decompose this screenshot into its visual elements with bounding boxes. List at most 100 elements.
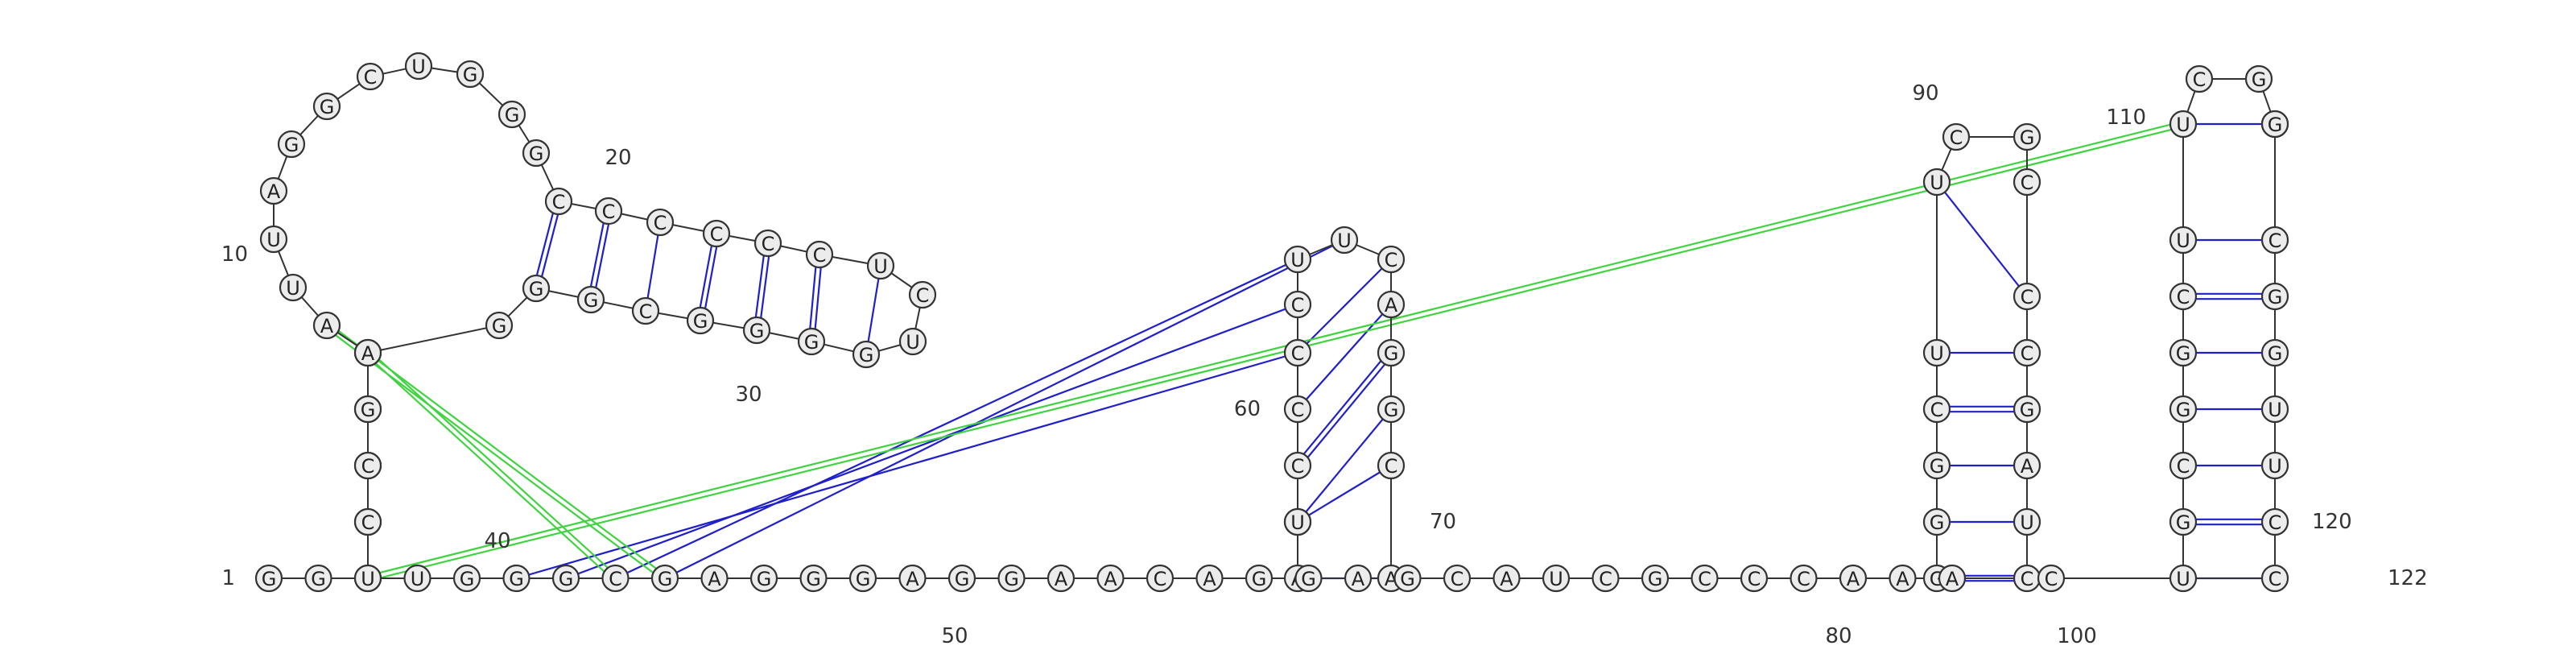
- nucleotide-letter: G: [2268, 342, 2283, 365]
- nucleotide-119: U: [2260, 451, 2289, 480]
- nucleotide-letter: G: [2176, 399, 2191, 421]
- nucleotide-1: G: [254, 564, 283, 593]
- nucleotide-23: C: [753, 229, 782, 258]
- nucleotide-letter: U: [1337, 230, 1352, 252]
- nucleotide-circle: [2037, 564, 2066, 593]
- nucleotide-letter: A: [708, 568, 721, 590]
- nucleotide-letter: A: [1847, 568, 1860, 590]
- nucleotide-letter: C: [1154, 568, 1167, 590]
- nucleotide-letter: C: [1291, 455, 1305, 478]
- base-pair: [538, 201, 563, 290]
- nucleotide-circle: [279, 273, 308, 302]
- nucleotide-circle: [631, 296, 660, 325]
- nucleotide-circle: [2013, 395, 2041, 424]
- nucleotide-circle: [1492, 564, 1521, 593]
- nucleotide-81: G: [1641, 564, 1670, 593]
- nucleotide-circle: [522, 274, 551, 303]
- nucleotide-circle: [1046, 564, 1075, 593]
- base-pair: [644, 221, 662, 312]
- nucleotide-87: C: [1922, 395, 1951, 424]
- nucleotide-76: G: [1393, 564, 1422, 593]
- nucleotide-letter: A: [1352, 568, 1365, 590]
- nucleotide-54: A: [1046, 564, 1075, 593]
- nucleotide-letter: G: [584, 289, 599, 312]
- nucleotide-10: U: [259, 225, 288, 254]
- nucleotide-38: C: [353, 451, 382, 480]
- long-range-pair: [664, 239, 1345, 579]
- nucleotide-circle: [312, 92, 341, 121]
- nucleotide-circle: [353, 507, 382, 536]
- nucleotide-circle: [997, 564, 1026, 593]
- nucleotide-circle: [749, 564, 778, 593]
- nucleotide-75: A: [1344, 564, 1373, 593]
- nucleotide-100: A: [1839, 564, 1868, 593]
- nucleotide-letter: C: [1950, 126, 1963, 149]
- nucleotide-15: U: [404, 52, 433, 81]
- nucleotide-circle: [356, 62, 385, 91]
- nucleotide-39: C: [353, 507, 382, 536]
- base-pair: [1294, 350, 1390, 465]
- nucleotide-letter: C: [1291, 342, 1305, 365]
- nucleotide-circle: [702, 219, 731, 248]
- nucleotide-47: A: [700, 564, 729, 593]
- nucleotide-letter: C: [2193, 68, 2207, 91]
- nucleotide-circle: [1377, 245, 1406, 274]
- position-label-122: 122: [2388, 566, 2428, 590]
- nucleotide-circle: [866, 251, 895, 280]
- nucleotide-letter: U: [361, 568, 375, 590]
- nucleotide-letter: G: [559, 568, 574, 590]
- nucleotide-letter: G: [2176, 342, 2191, 365]
- pseudoknot-pair: [368, 126, 2185, 582]
- nucleotide-11: A: [259, 176, 288, 205]
- position-label-90: 90: [1912, 81, 1938, 106]
- nucleotide-letter: G: [859, 344, 874, 366]
- nucleotide-36: A: [353, 338, 382, 367]
- nucleotide-90: C: [1942, 122, 1971, 151]
- nucleotide-circle: [2013, 451, 2041, 480]
- nucleotide-letter: C: [2268, 230, 2282, 252]
- nucleotide-letter: C: [1748, 568, 1761, 590]
- nucleotide-59: U: [1283, 507, 1312, 536]
- nucleotide-51: A: [898, 564, 927, 593]
- nucleotide-117: G: [2260, 338, 2289, 367]
- nucleotide-circle: [2169, 338, 2198, 367]
- nucleotide-70: C: [1377, 451, 1406, 480]
- nucleotide-letter: G: [284, 134, 299, 156]
- nucleotide-121: C: [2260, 564, 2289, 593]
- nucleotide-letter: G: [505, 104, 520, 126]
- nucleotide-31: G: [686, 306, 715, 335]
- nucleotide-letter: G: [955, 568, 970, 590]
- nucleotide-letter: C: [762, 233, 775, 255]
- base-pair: [532, 200, 557, 288]
- nucleotide-circle: [277, 130, 306, 159]
- nucleotide-101: A: [1889, 564, 1917, 593]
- nucleotide-43: G: [502, 564, 530, 593]
- nucleotide-letter: C: [2021, 286, 2034, 308]
- nucleotide-circle: [805, 240, 834, 269]
- nucleotide-letter: G: [749, 320, 765, 342]
- nucleotide-circle: [1942, 122, 1971, 151]
- base-pair: [592, 211, 613, 300]
- base-pair: [813, 255, 824, 342]
- nucleotide-letter: A: [361, 342, 375, 365]
- nucleotide-circle: [1641, 564, 1670, 593]
- nucleotide-46: G: [650, 564, 679, 593]
- nucleotide-circle: [259, 176, 288, 205]
- pseudoknot-pair: [365, 354, 615, 582]
- nucleotide-circle: [254, 564, 283, 593]
- nucleotide-letter: G: [2268, 286, 2283, 308]
- nucleotide-circle: [601, 564, 630, 593]
- nucleotide-circle: [1283, 338, 1312, 367]
- nucleotide-circle: [353, 451, 382, 480]
- nucleotide-69: G: [1377, 395, 1406, 424]
- nucleotide-97: U: [2013, 507, 2041, 536]
- nucleotide-78: A: [1492, 564, 1521, 593]
- nucleotide-106: G: [2169, 395, 2198, 424]
- base-pair: [865, 265, 882, 355]
- nucleotide-letter: G: [856, 568, 871, 590]
- nucleotide-circle: [1245, 564, 1274, 593]
- nucleotide-layer: GGACCUCAUUAGGCUGGGCCCCCCUCUGGGGCGGGAGCCU…: [254, 52, 2289, 593]
- nucleotide-77: C: [1443, 564, 1472, 593]
- nucleotide-letter: A: [1500, 568, 1513, 590]
- nucleotide-98: C: [2013, 564, 2041, 593]
